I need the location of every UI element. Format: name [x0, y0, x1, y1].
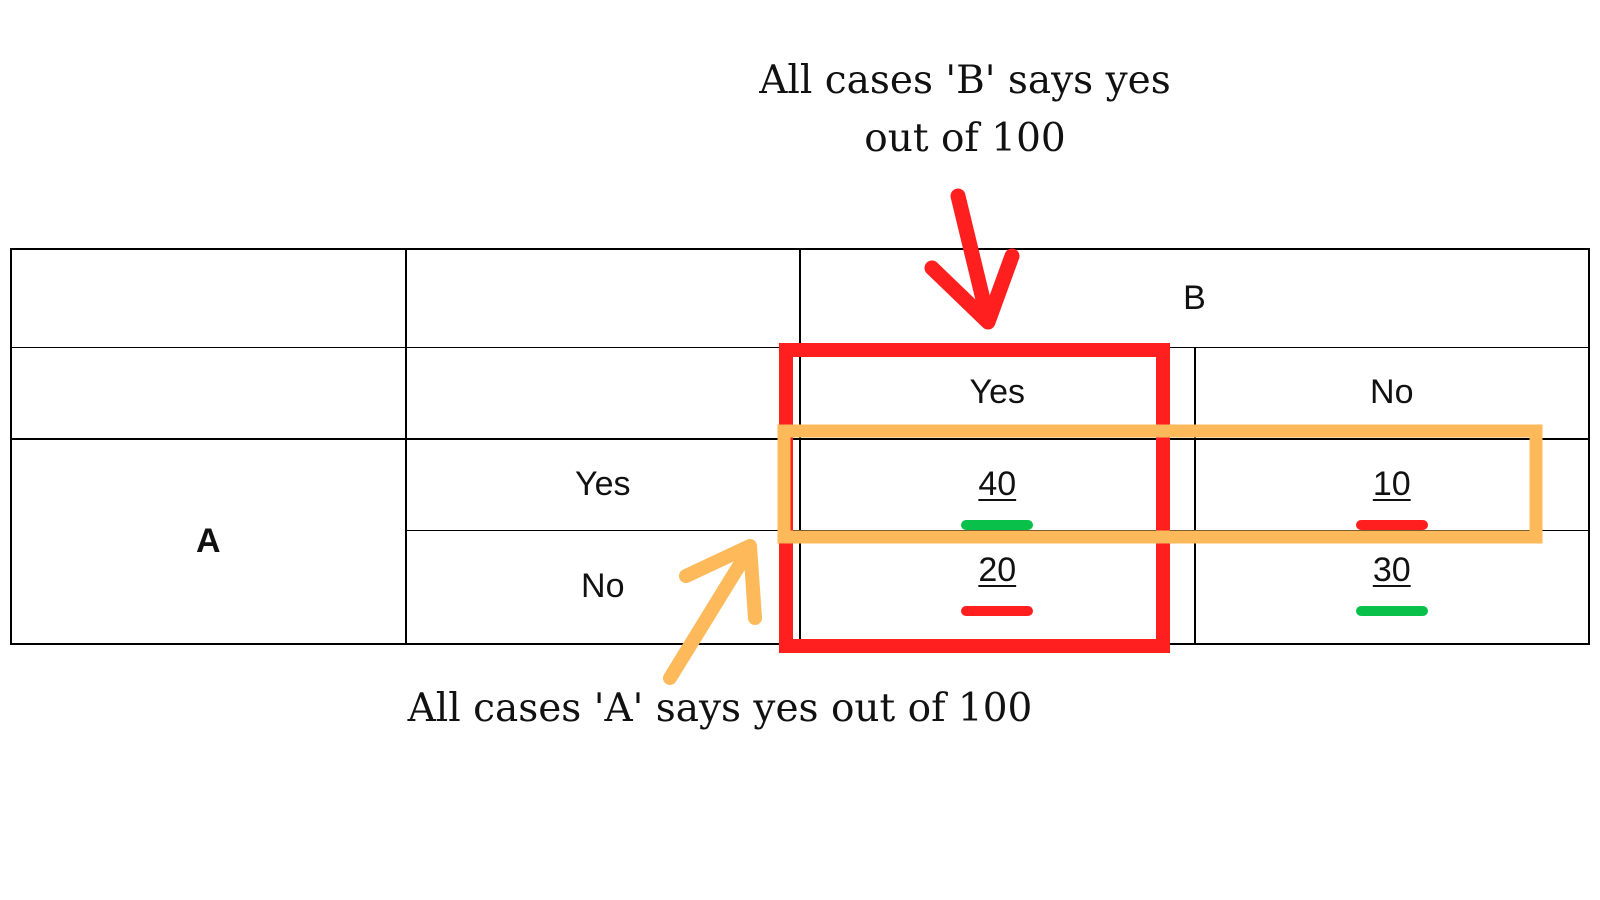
cell-yes-no-value: 10 [1355, 465, 1428, 531]
cell-no-no-text: 30 [1372, 550, 1411, 589]
annotation-b-yes: All cases 'B' says yes out of 100 [730, 52, 1200, 168]
cell-yes-no: 10 [1193, 438, 1590, 531]
annotation-b-line1: All cases 'B' says yes [759, 58, 1171, 103]
row-header-a: A [10, 438, 407, 645]
cell-yes-yes-text: 40 [978, 465, 1017, 504]
red-underline [961, 605, 1034, 616]
empty-cell [404, 248, 801, 348]
cell-no-yes: 20 [799, 529, 1196, 645]
contingency-table: B Yes No A Yes 40 10 No 20 30 [10, 248, 1590, 645]
green-underline [1355, 605, 1428, 616]
column-header-no: No [1193, 346, 1590, 440]
cell-yes-no-text: 10 [1372, 465, 1411, 504]
header-b-label: B [1183, 278, 1206, 317]
cell-no-yes-value: 20 [961, 550, 1034, 616]
empty-cell [10, 346, 407, 440]
annotation-b-line2: out of 100 [864, 116, 1066, 161]
row-header-yes: Yes [404, 438, 801, 531]
row-header-a-label: A [195, 522, 221, 560]
empty-cell [10, 248, 407, 348]
empty-cell [404, 346, 801, 440]
cell-no-yes-text: 20 [978, 550, 1017, 589]
row-header-no-label: No [581, 567, 625, 606]
row-header-yes-label: Yes [575, 465, 631, 504]
red-underline [1355, 520, 1428, 531]
cell-yes-yes-value: 40 [961, 465, 1034, 531]
column-header-yes: Yes [799, 346, 1196, 440]
column-header-yes-label: Yes [969, 373, 1025, 412]
header-b: B [799, 248, 1590, 348]
cell-yes-yes: 40 [799, 438, 1196, 531]
row-header-no: No [404, 529, 801, 645]
green-underline [961, 520, 1034, 531]
cell-no-no: 30 [1193, 529, 1590, 645]
column-header-no-label: No [1370, 373, 1414, 412]
annotation-a-yes: All cases 'A' says yes out of 100 [407, 686, 1033, 731]
cell-no-no-value: 30 [1355, 550, 1428, 616]
